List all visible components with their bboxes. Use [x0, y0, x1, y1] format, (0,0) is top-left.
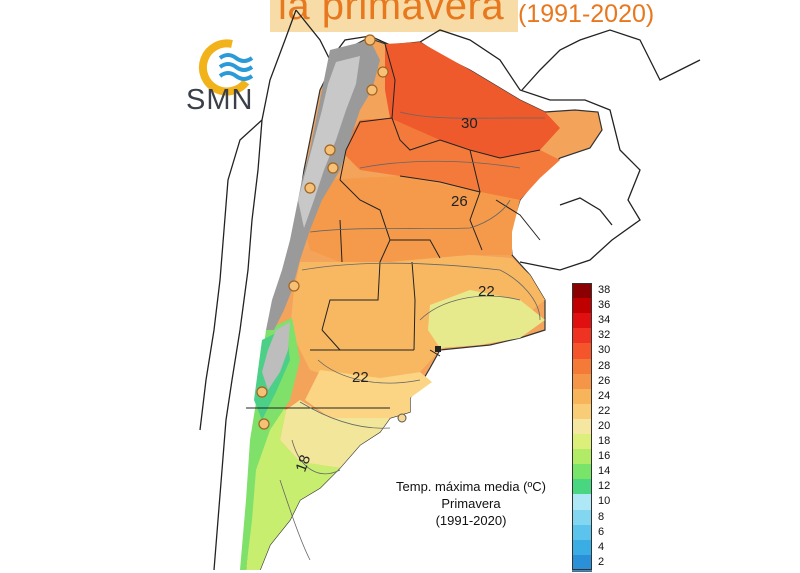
- zone-north-hot: [385, 42, 560, 158]
- smn-logo-icon: [198, 39, 254, 96]
- zone-north-warm: [340, 118, 560, 200]
- andes-gray: [266, 40, 380, 330]
- legend-label: 22: [598, 404, 611, 417]
- legend-label: 30: [598, 344, 611, 357]
- province-borders: [246, 43, 541, 409]
- zone-coast-pale: [428, 290, 545, 348]
- isotherm-label-22-south: 22: [352, 369, 369, 386]
- isotherm-lines: [279, 111, 545, 561]
- legend-label: 32: [598, 329, 611, 342]
- title-highlight: [270, 0, 518, 32]
- valdes-peninsula: [397, 413, 407, 423]
- legend-label: 28: [598, 359, 611, 372]
- legend-label: 20: [598, 419, 611, 432]
- buenos-aires-marker: [435, 346, 441, 352]
- zone-patagonia-green: [246, 400, 340, 570]
- zone-andes-green: [240, 318, 300, 570]
- logo-wave-2: [218, 62, 254, 72]
- legend-label: 18: [598, 435, 611, 447]
- station-marker: [256, 386, 268, 398]
- logo-ring: [198, 39, 250, 96]
- caption-line-3: (1991-2020): [435, 513, 507, 528]
- legend-label: 36: [598, 299, 611, 312]
- legend-row: 16: [572, 449, 620, 467]
- isotherm-label-30: 30: [461, 115, 478, 132]
- legend-label: 14: [598, 465, 611, 478]
- station-marker: [364, 34, 376, 46]
- zone-central-light: [290, 255, 545, 380]
- legend-row: 32: [572, 328, 620, 346]
- legend-row: 22: [572, 403, 620, 421]
- station-marker: [304, 182, 316, 194]
- legend-label: 12: [598, 480, 611, 493]
- andes-south: [262, 322, 290, 390]
- isotherm-label-26: 26: [451, 193, 468, 210]
- station-marker: [324, 144, 336, 156]
- legend-label: 26: [598, 374, 611, 387]
- station-marker: [288, 280, 300, 292]
- legend-row: 14: [572, 464, 620, 482]
- color-legend: 38 36 34 32 30 28 26 24 22 20 18 16 14 12 10 8 6 4 2: [572, 283, 620, 573]
- legend-row: 24: [572, 388, 620, 406]
- legend-row: 20: [572, 418, 620, 436]
- page-title-years: (1991-2020): [518, 0, 655, 28]
- legend-row: 26: [572, 373, 620, 391]
- caption-line-1: Temp. máxima media (ºC): [396, 479, 546, 494]
- station-marker: [258, 418, 270, 430]
- station-marker: [327, 162, 339, 174]
- map-caption: Temp. máxima media (ºC) Primavera (1991-…: [366, 478, 576, 529]
- legend-label: 38: [598, 284, 611, 296]
- station-marker: [377, 66, 389, 78]
- legend-label: 2: [598, 555, 605, 568]
- zone-center-orange: [300, 176, 520, 262]
- legend-label: 16: [598, 450, 611, 463]
- logo-wave-1: [218, 53, 254, 63]
- legend-label: 10: [598, 495, 611, 508]
- caption-line-2: Primavera: [441, 496, 501, 511]
- isotherm-label-22-east: 22: [478, 283, 495, 300]
- legend-label: 8: [598, 510, 605, 523]
- logo-text: SMN: [186, 84, 254, 116]
- zone-patagonia-pale: [280, 400, 390, 468]
- station-marker: [366, 84, 378, 96]
- legend-label: 6: [598, 525, 605, 538]
- legend-label: 24: [598, 389, 611, 402]
- legend-label: 4: [598, 540, 605, 553]
- weather-stations: [256, 34, 389, 430]
- legend-label: 34: [598, 314, 611, 327]
- logo-wave-3: [218, 71, 254, 81]
- page-title: la primavera: [278, 0, 505, 28]
- neighbor-borders: [199, 9, 701, 570]
